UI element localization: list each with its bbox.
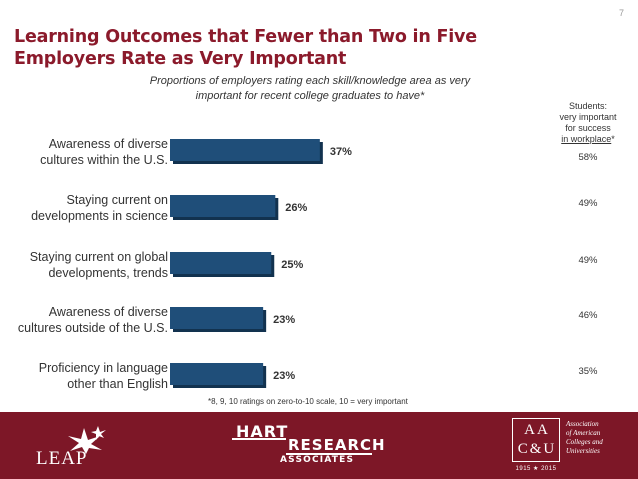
category-label-line: developments in science xyxy=(31,209,168,223)
category-label-line: cultures within the U.S. xyxy=(40,153,168,167)
aacu-name-line-4: Universities xyxy=(566,447,600,455)
chart-subtitle: Proportions of employers rating each ski… xyxy=(149,75,471,102)
star-burst-icon xyxy=(68,426,106,454)
category-label: Proficiency in language other than Englis… xyxy=(0,360,168,392)
page-number: 7 xyxy=(618,8,624,18)
students-value: 58% xyxy=(578,152,598,163)
aacu-letters-top: AA xyxy=(524,422,550,438)
category-label-line: Proficiency in language xyxy=(38,361,168,375)
students-header-line-3: for success xyxy=(565,123,611,133)
bar-value-label: 23% xyxy=(273,370,295,382)
leap-logo: LEAP xyxy=(36,424,116,470)
research-divider-line xyxy=(286,453,372,455)
students-header-line-4: in workplace* xyxy=(548,134,628,145)
category-label: Awareness of diverse cultures within the … xyxy=(0,136,168,168)
aacu-name-line-3: Colleges and xyxy=(566,438,603,446)
aacu-logo: AA C&U 1915 ★ 2015 Association of Americ… xyxy=(512,418,632,474)
hart-label: HART xyxy=(236,422,289,441)
page-title: Learning Outcomes that Fewer than Two in… xyxy=(14,27,477,69)
hart-research-logo: HART RESEARCH ASSOCIATES xyxy=(232,422,385,472)
bar xyxy=(170,252,272,274)
bar-value-label: 37% xyxy=(330,146,352,158)
aacu-letters-bottom: C&U xyxy=(517,441,557,457)
category-label: Staying current on developments in scienc… xyxy=(0,192,168,224)
aacu-years: 1915 ★ 2015 xyxy=(515,466,557,472)
students-value: 49% xyxy=(578,198,598,209)
leap-label: LEAP xyxy=(36,448,88,469)
bar-chart: 37% 26% 25% 23% 23% xyxy=(170,139,352,388)
students-value: 46% xyxy=(578,310,598,321)
research-label: RESEARCH xyxy=(288,436,386,454)
category-label-line: developments, trends xyxy=(48,266,168,280)
aacu-monogram-box: AA C&U xyxy=(512,418,560,462)
category-label-line: Staying current on xyxy=(66,193,168,207)
category-label-line: other than English xyxy=(67,377,168,391)
associates-label: ASSOCIATES xyxy=(280,455,355,465)
footnote: *8, 9, 10 ratings on zero-to-10 scale, 1… xyxy=(208,397,408,406)
aacu-name: Association of American Colleges and Uni… xyxy=(566,420,632,456)
category-label-line: Awareness of diverse xyxy=(48,137,168,151)
students-column-header: Students: very important for success in … xyxy=(548,101,628,145)
students-header-underlined: in workplace xyxy=(561,134,612,144)
category-label: Awareness of diverse cultures outside of … xyxy=(0,304,168,336)
students-header-line-2: very important xyxy=(559,112,617,122)
bar-value-label: 25% xyxy=(281,259,303,271)
bar xyxy=(170,363,264,385)
aacu-monogram: AA C&U xyxy=(515,421,559,459)
students-header-asterisk: * xyxy=(611,134,615,144)
bar xyxy=(170,307,264,329)
footer-band: LEAP HART RESEARCH ASSOCIATES AA C&U 191… xyxy=(0,412,638,479)
bar-value-label: 23% xyxy=(273,314,295,326)
students-value: 49% xyxy=(578,255,598,266)
hart-divider-line xyxy=(232,438,286,440)
aacu-name-line-1: Association xyxy=(566,420,599,428)
bar xyxy=(170,195,276,217)
category-label-line: Awareness of diverse xyxy=(48,305,168,319)
bar-value-label: 26% xyxy=(285,202,307,214)
aacu-name-line-2: of American xyxy=(566,429,601,437)
category-label: Staying current on global developments, t… xyxy=(0,249,168,281)
category-label-line: Staying current on global xyxy=(29,250,168,264)
students-value: 35% xyxy=(578,366,598,377)
students-header-line-1: Students: xyxy=(568,101,608,111)
bar xyxy=(170,139,320,161)
category-label-line: cultures outside of the U.S. xyxy=(17,321,168,335)
